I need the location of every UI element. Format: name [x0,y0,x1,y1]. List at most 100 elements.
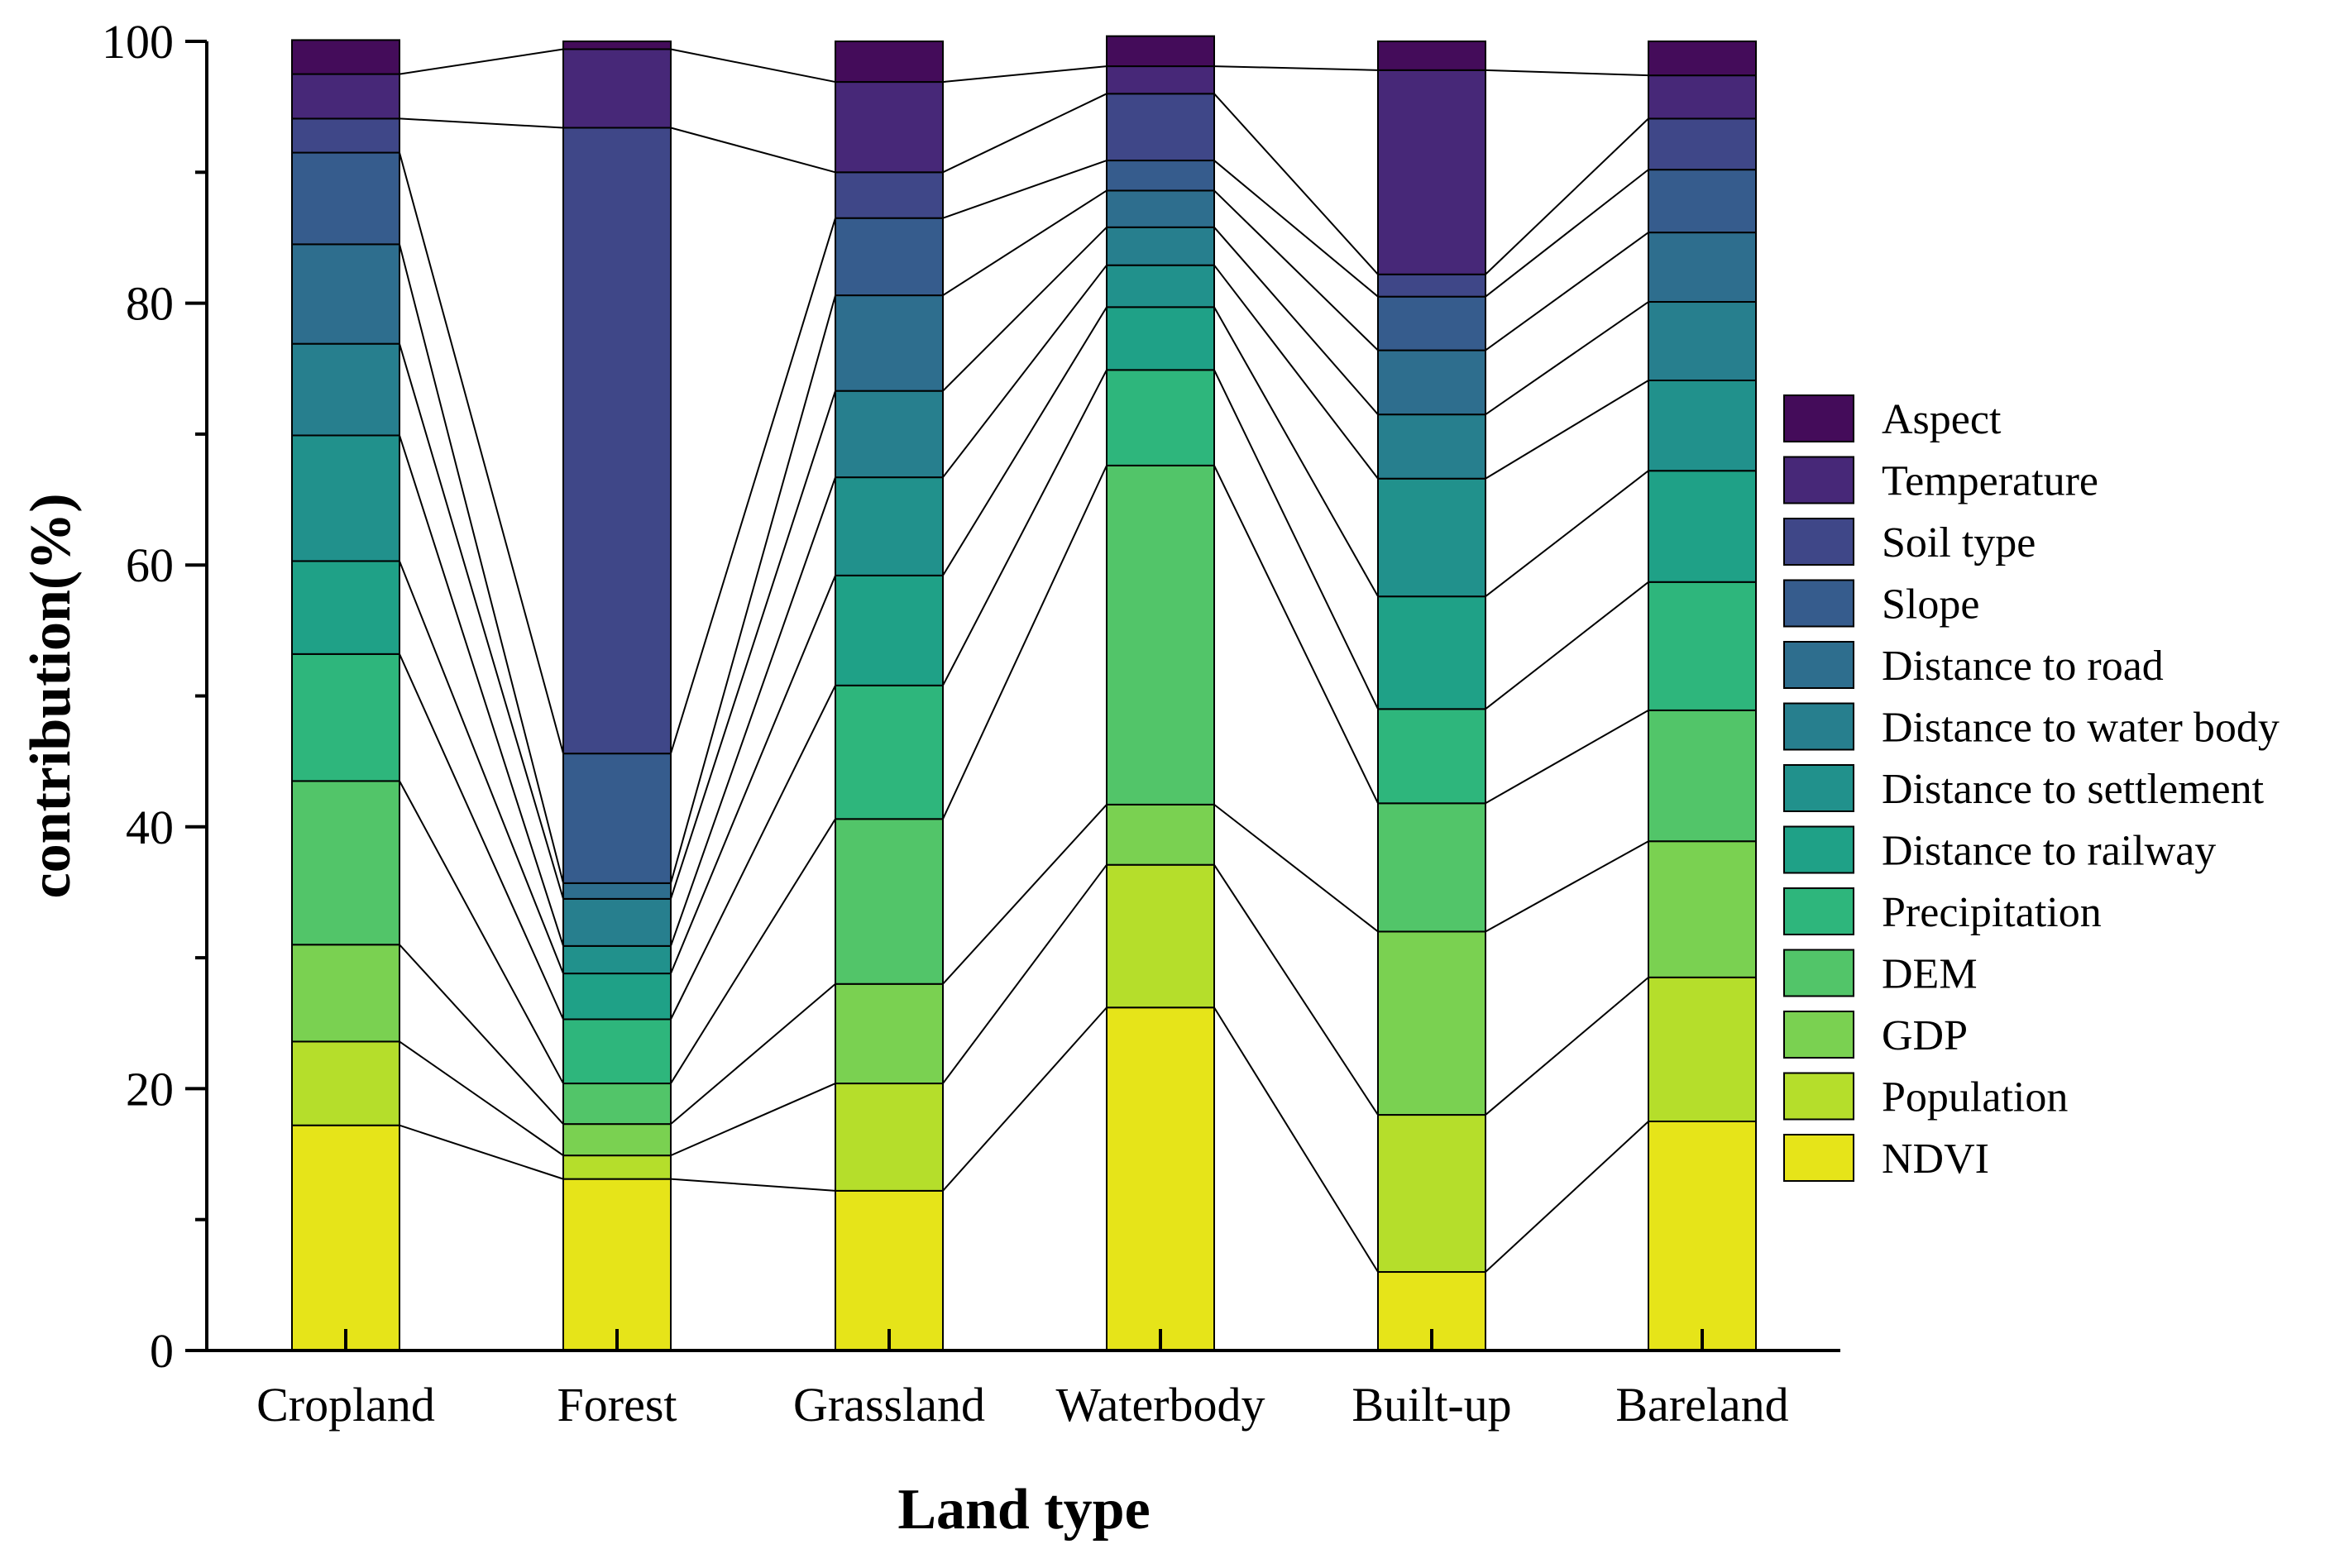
connector-line [1213,306,1379,597]
connector-line [1213,93,1379,275]
bar-segment-aspect-built-up [1377,41,1486,71]
connector-line [1213,369,1379,710]
connector-line [670,476,836,947]
legend-label-ndvi: NDVI [1882,1135,1989,1183]
legend-label-distance-to-road: Distance to road [1882,643,2164,690]
bar-segment-soil-type-waterbody [1106,93,1215,162]
connector-line [1213,864,1379,1116]
x-tick-label-forest: Forest [557,1378,677,1432]
legend-label-slope: Slope [1882,581,1979,629]
bar-segment-soil-type-built-up [1377,273,1486,298]
connector-line [670,48,836,84]
connector-line [399,1124,564,1180]
x-tick-label-grassland: Grassland [793,1378,985,1432]
bar-segment-distance-to-railway-bareland [1648,470,1757,583]
axes: 0 20 40 60 80 100 Cropland Forest Grassland Water… [102,15,1840,1432]
connector-line [670,294,836,884]
bar-segment-precipitation-built-up [1377,708,1486,805]
connector-lines [399,48,1649,1273]
y-tick-label: 0 [150,1324,174,1378]
bar-segment-distance-to-road-waterbody [1106,189,1215,228]
legend-label-distance-to-settlement: Distance to settlement [1882,766,2265,813]
x-tick-label-bareland: Bareland [1615,1378,1788,1432]
connector-line [1485,470,1649,597]
legend-swatch-distance-to-railway [1783,825,1854,874]
bar-segment-precipitation-grassland [835,684,944,820]
bar-segment-dem-cropland [291,780,400,946]
x-tick-label-waterbody: Waterbody [1055,1378,1265,1432]
bar-segment-distance-to-road-built-up [1377,349,1486,416]
bar-segment-dem-waterbody [1106,464,1215,806]
bar-segment-precipitation-waterbody [1106,369,1215,466]
connector-line [942,227,1108,392]
bar-segment-distance-to-water-body-waterbody [1106,226,1215,266]
bar-segment-distance-to-settlement-waterbody [1106,264,1215,308]
bar-segment-slope-grassland [835,217,944,297]
connector-line [1213,465,1379,804]
connector-line [399,48,564,75]
legend-label-aspect: Aspect [1882,396,2002,443]
legend-swatch-precipitation [1783,887,1854,935]
bar-segment-distance-to-settlement-built-up [1377,477,1486,598]
bar-segment-distance-to-water-body-grassland [835,390,944,479]
connector-line [670,575,836,974]
connector-line [399,343,564,900]
connector-line [1213,804,1379,933]
connector-line [1485,69,1649,77]
connector-line [670,1178,836,1192]
connector-line [1485,977,1649,1116]
bar-segment-distance-to-settlement-cropland [291,434,400,562]
bar-segment-aspect-grassland [835,41,944,84]
bar-segment-distance-to-road-cropland [291,243,400,345]
bar-segment-population-cropland [291,1040,400,1126]
bar-segment-dem-built-up [1377,802,1486,933]
connector-line [670,982,836,1125]
bar-segment-aspect-bareland [1648,41,1757,77]
legend-swatch-distance-to-road [1783,641,1854,689]
connector-line [942,1006,1108,1192]
bar-segment-soil-type-bareland [1648,117,1757,171]
bar-segment-aspect-cropland [291,39,400,75]
legend-label-dem: DEM [1882,951,1978,998]
bar-segment-soil-type-forest [562,127,672,755]
connector-line [399,653,564,1020]
bar-segment-aspect-waterbody [1106,35,1215,68]
bar-segment-ndvi-forest [562,1178,672,1351]
connector-line [1485,232,1649,351]
bar-segment-temperature-bareland [1648,74,1757,120]
bar-segment-gdp-waterbody [1106,803,1215,866]
connector-line [399,561,564,974]
bar-segment-precipitation-forest [562,1018,672,1085]
connector-line [1213,65,1379,71]
connector-line [942,65,1108,84]
legend-label-distance-to-railway: Distance to railway [1882,828,2216,875]
connector-line [1213,227,1379,415]
bar-segment-population-forest [562,1154,672,1180]
x-axis-title: Land type [897,1478,1150,1542]
bar-segment-ndvi-waterbody [1106,1006,1215,1352]
legend-label-distance-to-water-body: Distance to water body [1882,705,2280,752]
bar-segment-distance-to-water-body-forest [562,897,672,947]
y-tick-label: 80 [126,277,174,331]
bar-segment-population-built-up [1377,1114,1486,1274]
y-tick-label: 100 [102,15,174,69]
y-tick-label: 40 [126,801,174,854]
bar-segment-distance-to-railway-cropland [291,560,400,655]
bar-segment-temperature-cropland [291,73,400,120]
connector-line [670,218,836,754]
bar-segment-ndvi-grassland [835,1189,944,1352]
connector-line [1485,1121,1649,1273]
connector-line [1213,160,1379,298]
bar-segment-ndvi-bareland [1648,1120,1757,1351]
legend-label-gdp: GDP [1882,1012,1968,1059]
bar-segment-distance-to-settlement-grassland [835,476,944,576]
connector-line [942,864,1108,1084]
bar-segment-distance-to-road-grassland [835,294,944,392]
connector-line [399,944,564,1125]
bar-segment-distance-to-water-body-bareland [1648,301,1757,381]
bars [291,35,1757,1352]
bar-segment-slope-bareland [1648,169,1757,234]
legend-swatch-distance-to-settlement [1783,764,1854,812]
